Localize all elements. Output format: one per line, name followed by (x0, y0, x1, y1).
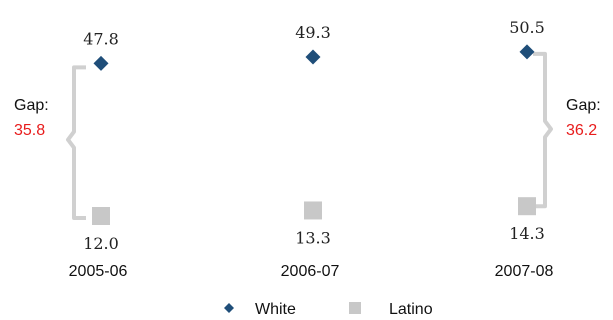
data-points (92, 44, 536, 225)
value-label-latino-2005-06: 12.0 (83, 234, 119, 253)
category-label-2005-06: 2005-06 (69, 263, 128, 280)
value-label-white-2007-08: 50.5 (509, 18, 545, 37)
gap-brackets (66, 51, 553, 220)
legend-marker-latino (349, 302, 361, 314)
point-white-2007-08 (519, 44, 535, 60)
gap-label-2007-08: Gap: (566, 97, 601, 114)
gap-bracket-2007-08 (533, 51, 553, 209)
category-label-2006-07: 2006-07 (281, 263, 340, 280)
gap-label-2005-06: Gap: (14, 97, 49, 114)
point-latino-2006-07 (304, 201, 322, 220)
legend-label-latino: Latino (389, 301, 433, 318)
value-label-white-2005-06: 47.8 (83, 29, 119, 48)
value-label-white-2006-07: 49.3 (295, 23, 331, 42)
point-latino-2005-06 (92, 207, 110, 225)
value-labels: 47.8 49.3 50.5 12.0 13.3 14.3 (83, 18, 545, 253)
legend-marker-white (224, 303, 234, 313)
legend-label-white: White (255, 301, 296, 318)
category-labels: 2005-06 2006-07 2007-08 (69, 263, 554, 280)
point-white-2005-06 (93, 55, 109, 71)
gap-value-2007-08: 36.2 (566, 122, 597, 139)
legend: White Latino (224, 301, 433, 318)
point-white-2006-07 (305, 49, 321, 65)
gap-bracket-2005-06 (66, 65, 86, 220)
gap-value-2005-06: 35.8 (14, 122, 45, 139)
point-latino-2007-08 (518, 197, 536, 216)
category-label-2007-08: 2007-08 (495, 263, 554, 280)
value-label-latino-2007-08: 14.3 (509, 224, 545, 243)
value-label-latino-2006-07: 13.3 (295, 228, 331, 247)
gap-annotations: Gap: 35.8 Gap: 36.2 (14, 97, 601, 139)
